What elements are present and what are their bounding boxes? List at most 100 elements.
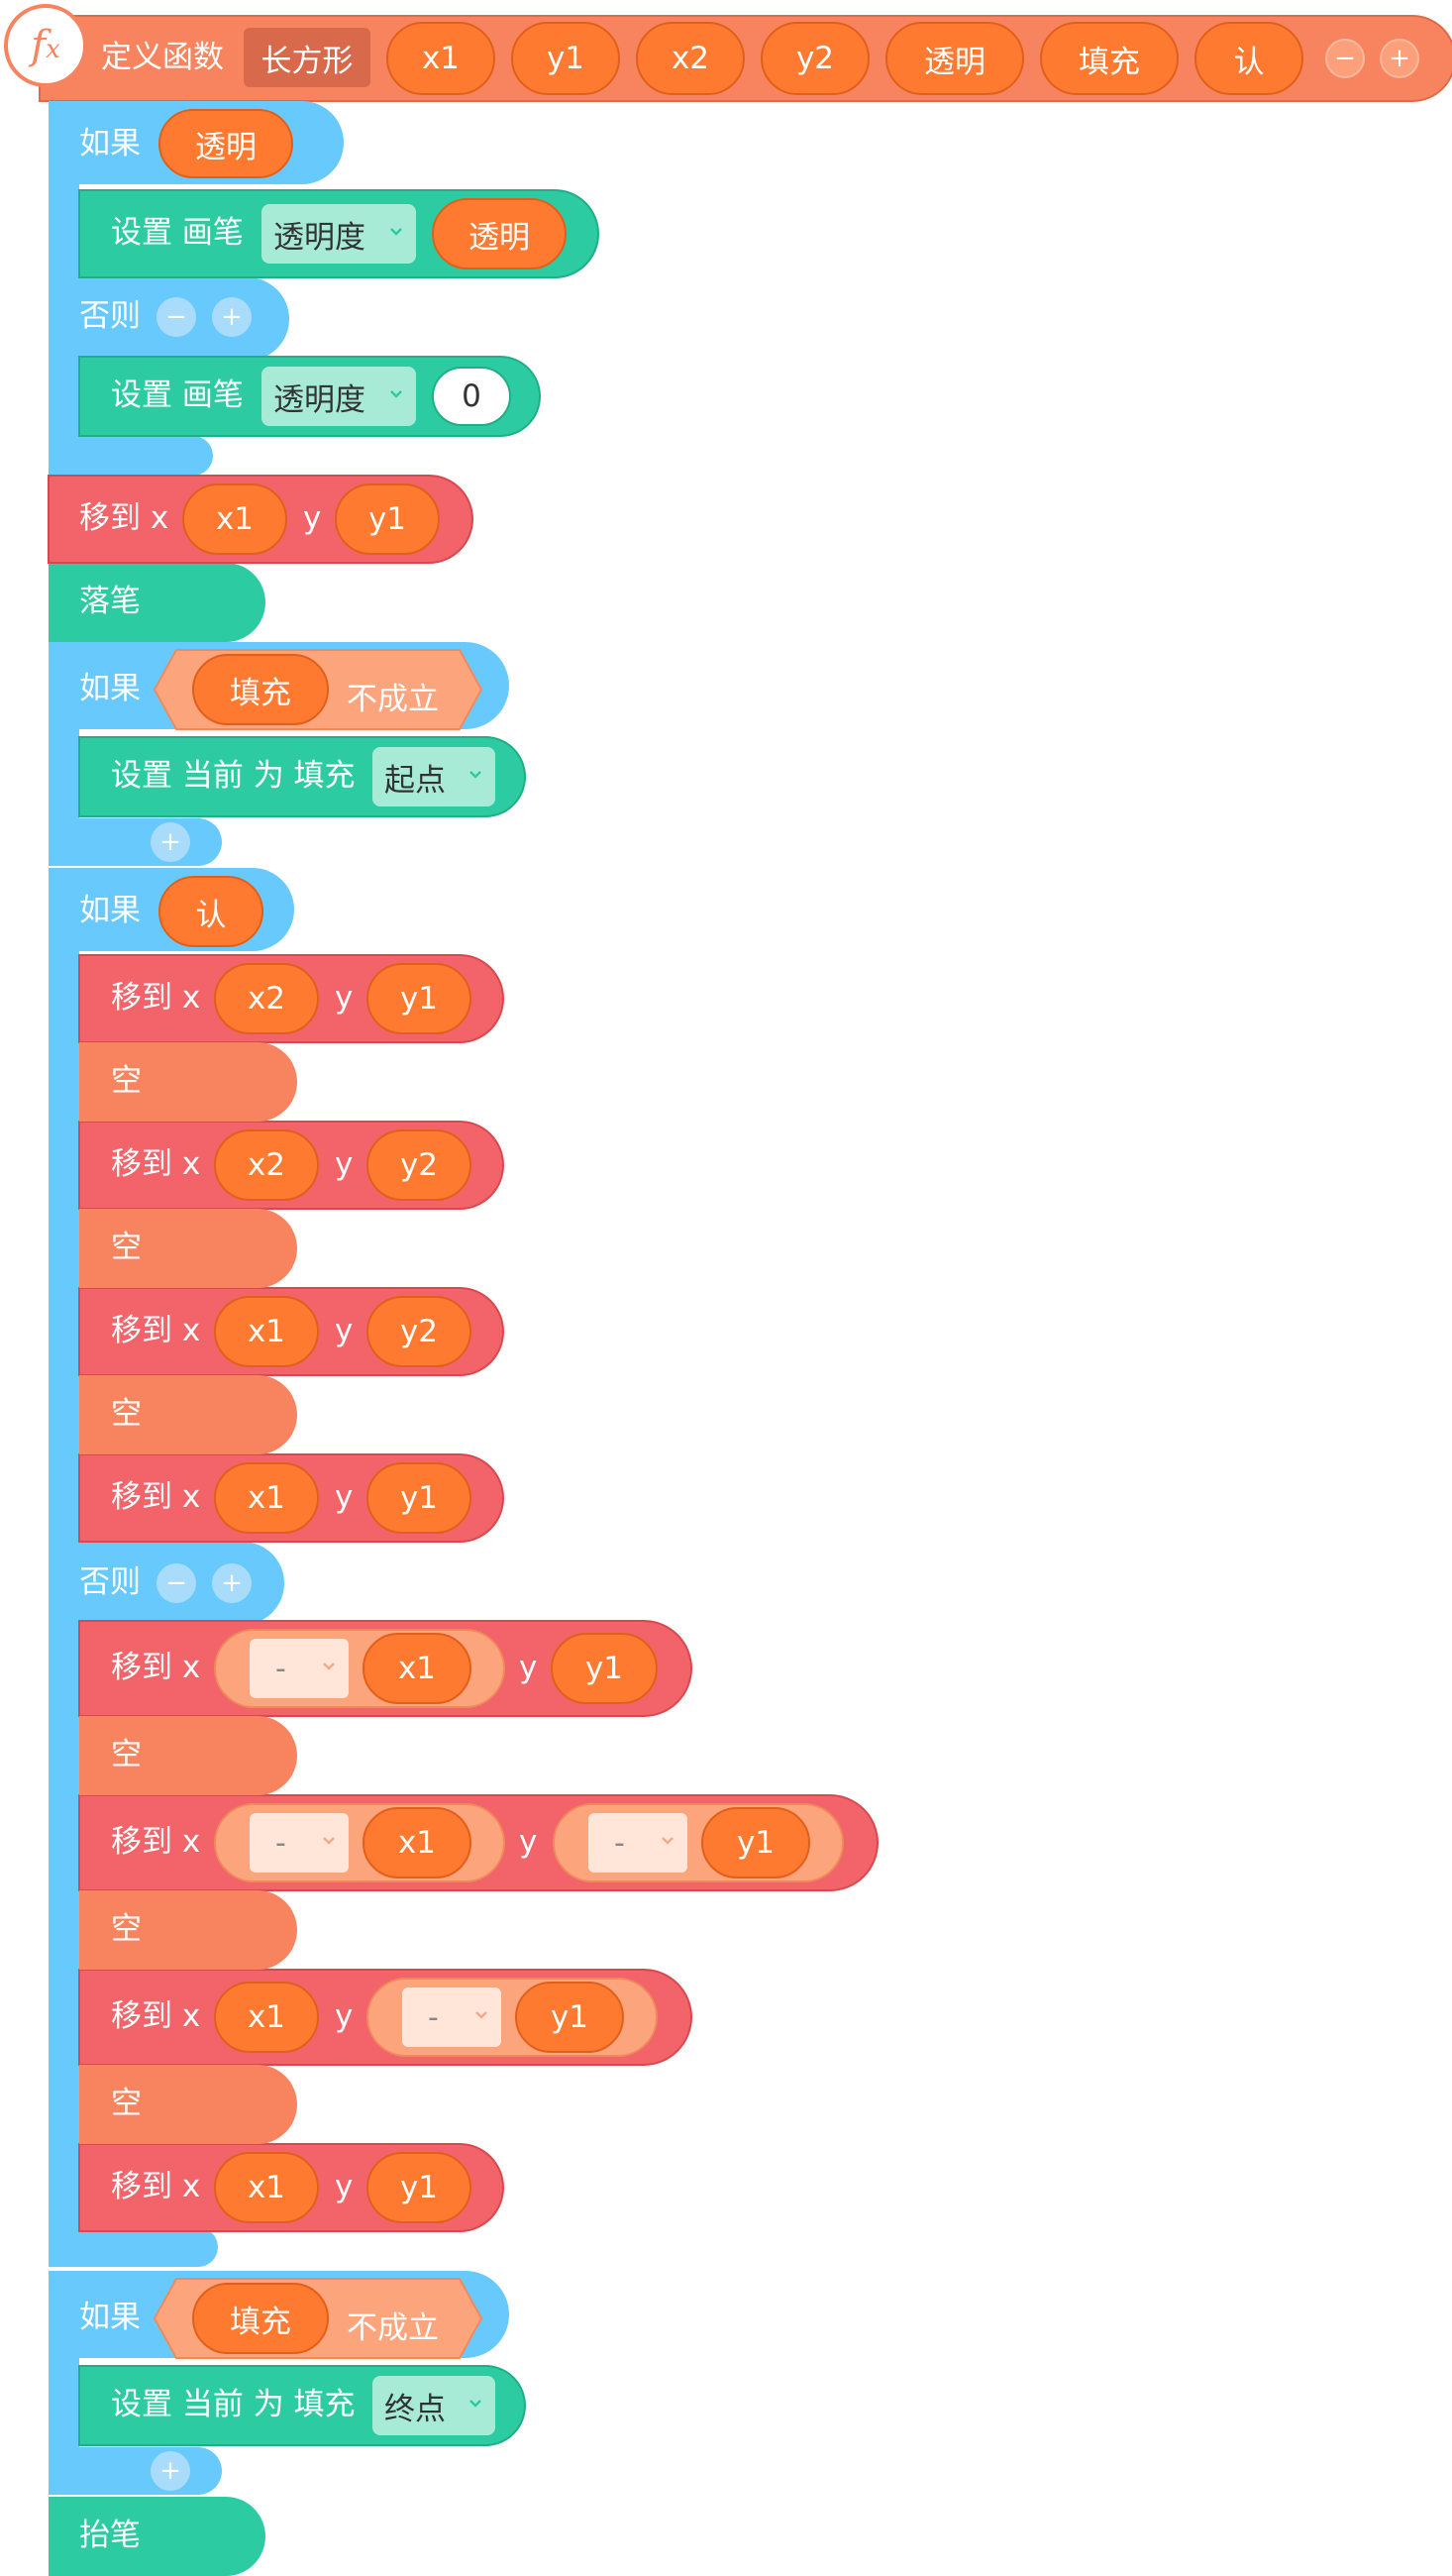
move-label-0: 移到 x: [79, 500, 169, 536]
fill-point-dropdown-end[interactable]: 终点: [372, 2376, 495, 2435]
move-a4-x-var[interactable]: x1: [214, 1462, 319, 1534]
move-label-b2: 移到 x: [111, 1824, 201, 1860]
else-label-1: 否则: [79, 298, 141, 334]
else-label-3: 否则: [79, 1564, 141, 1600]
move-label-a4: 移到 x: [111, 1479, 201, 1515]
move-label-b3: 移到 x: [111, 1998, 201, 2034]
if-label-3: 如果: [79, 893, 141, 928]
move-a2-x-var[interactable]: x2: [214, 1129, 319, 1201]
pen-transparency-value[interactable]: 透明: [432, 198, 567, 269]
move-a2-y-var[interactable]: y2: [366, 1129, 471, 1201]
operator-dropdown-b1[interactable]: -: [250, 1639, 349, 1698]
if4-fill-var[interactable]: 填充: [192, 2283, 329, 2354]
pen-property-dropdown-1[interactable]: 透明度: [261, 204, 416, 264]
move-a3-y-var[interactable]: y2: [366, 1296, 471, 1367]
move-b3-x-var[interactable]: x1: [214, 1982, 319, 2053]
fx-icon-x: x: [46, 35, 60, 64]
move-b1-y-var[interactable]: y1: [551, 1633, 658, 1704]
set-fill-label-start: 设置 当前 为 填充: [111, 758, 356, 794]
move-a4-y-label: y: [335, 1479, 354, 1515]
operator-dropdown-b3[interactable]: -: [402, 1987, 501, 2047]
move-b4-y-var[interactable]: y1: [366, 2152, 471, 2223]
if2-add-button[interactable]: +: [151, 822, 190, 862]
move-b3-y-label: y: [335, 1998, 354, 2034]
move-label-b4: 移到 x: [111, 2169, 201, 2204]
move-label-a2: 移到 x: [111, 1146, 201, 1182]
function-name-field[interactable]: 长方形: [244, 28, 370, 87]
else-add-button-1[interactable]: +: [212, 297, 252, 337]
if3-condition-var[interactable]: 认: [158, 876, 263, 947]
pen-up-block: [49, 2497, 265, 2576]
move-b2-x-var[interactable]: x1: [363, 1807, 471, 1878]
move-a3-y-label: y: [335, 1313, 354, 1348]
operator-text-b2x: -: [275, 1825, 286, 1861]
set-pen-label-1: 设置 画笔: [111, 215, 244, 251]
fx-icon-f: f: [31, 23, 47, 68]
move-label-a3: 移到 x: [111, 1313, 201, 1348]
empty-block-b3: [79, 2065, 297, 2144]
move-a1-x-var[interactable]: x2: [214, 963, 319, 1034]
move-b2-y-var[interactable]: y1: [701, 1807, 810, 1878]
operator-dropdown-b2x[interactable]: -: [250, 1813, 349, 1873]
pen-property-dropdown-2[interactable]: 透明度: [261, 367, 416, 426]
chevron-down-icon: [662, 1837, 674, 1845]
plus-icon: +: [159, 2456, 181, 2486]
pen-down-label: 落笔: [79, 584, 141, 619]
move-a1-y-var[interactable]: y1: [366, 963, 471, 1034]
empty-label-a3: 空: [111, 1396, 142, 1432]
if1-condition-var[interactable]: 透明: [158, 109, 293, 178]
minus-icon: −: [165, 1568, 187, 1598]
empty-label-a2: 空: [111, 1230, 142, 1265]
empty-label-b3: 空: [111, 2086, 142, 2121]
param-transparent[interactable]: 透明: [885, 22, 1024, 95]
else-add-button-3[interactable]: +: [212, 1563, 252, 1603]
set-fill-label-end: 设置 当前 为 填充: [111, 2387, 356, 2422]
plus-icon: +: [159, 827, 181, 857]
if4-not-label: 不成立: [347, 2310, 439, 2346]
move-b4-x-var[interactable]: x1: [214, 2152, 319, 2223]
empty-block-a2: [79, 1209, 297, 1288]
if4-add-button[interactable]: +: [151, 2451, 190, 2491]
empty-block-a1: [79, 1042, 297, 1122]
param-x2[interactable]: x2: [636, 22, 745, 95]
empty-block-a3: [79, 1375, 297, 1454]
else-remove-button-3[interactable]: −: [156, 1563, 196, 1603]
move-label-b1: 移到 x: [111, 1650, 201, 1685]
chevron-down-icon: [475, 2011, 487, 2019]
define-function-label: 定义函数: [101, 40, 224, 75]
remove-param-button[interactable]: −: [1325, 39, 1365, 78]
move0-y-var[interactable]: y1: [335, 483, 440, 555]
move0-y-label: y: [303, 500, 322, 536]
move0-x-var[interactable]: x1: [182, 483, 287, 555]
move-a4-y-var[interactable]: y1: [366, 1462, 471, 1534]
pen-transparency-number[interactable]: 0: [432, 367, 511, 426]
else-remove-button-1[interactable]: −: [156, 297, 196, 337]
param-x1[interactable]: x1: [386, 22, 495, 95]
if-else-block-1: [49, 101, 344, 476]
pen-property-text-1: 透明度: [273, 219, 365, 256]
operator-text-b3: -: [428, 1999, 439, 2035]
param-fill[interactable]: 填充: [1040, 22, 1179, 95]
empty-label-b1: 空: [111, 1737, 142, 1772]
param-default[interactable]: 认: [1194, 22, 1303, 95]
plus-icon: +: [221, 302, 243, 332]
minus-icon: −: [165, 302, 187, 332]
fill-point-dropdown-start[interactable]: 起点: [372, 747, 495, 806]
if2-fill-var[interactable]: 填充: [192, 654, 329, 725]
chevron-down-icon: [469, 2400, 481, 2408]
move-a3-x-var[interactable]: x1: [214, 1296, 319, 1367]
move-b3-y-var[interactable]: y1: [515, 1982, 624, 2053]
move-b1-x-var[interactable]: x1: [363, 1633, 471, 1704]
if2-not-label: 不成立: [347, 682, 439, 717]
plus-icon: +: [221, 1568, 243, 1598]
operator-dropdown-b2y[interactable]: -: [588, 1813, 687, 1873]
operator-text-b2y: -: [614, 1825, 625, 1861]
chevron-down-icon: [323, 1837, 335, 1845]
param-y1[interactable]: y1: [511, 22, 620, 95]
if-label-2: 如果: [79, 671, 141, 706]
move-b2-y-label: y: [519, 1824, 538, 1860]
param-y2[interactable]: y2: [761, 22, 870, 95]
pen-up-label: 抬笔: [79, 2518, 141, 2553]
add-param-button[interactable]: +: [1380, 39, 1419, 78]
